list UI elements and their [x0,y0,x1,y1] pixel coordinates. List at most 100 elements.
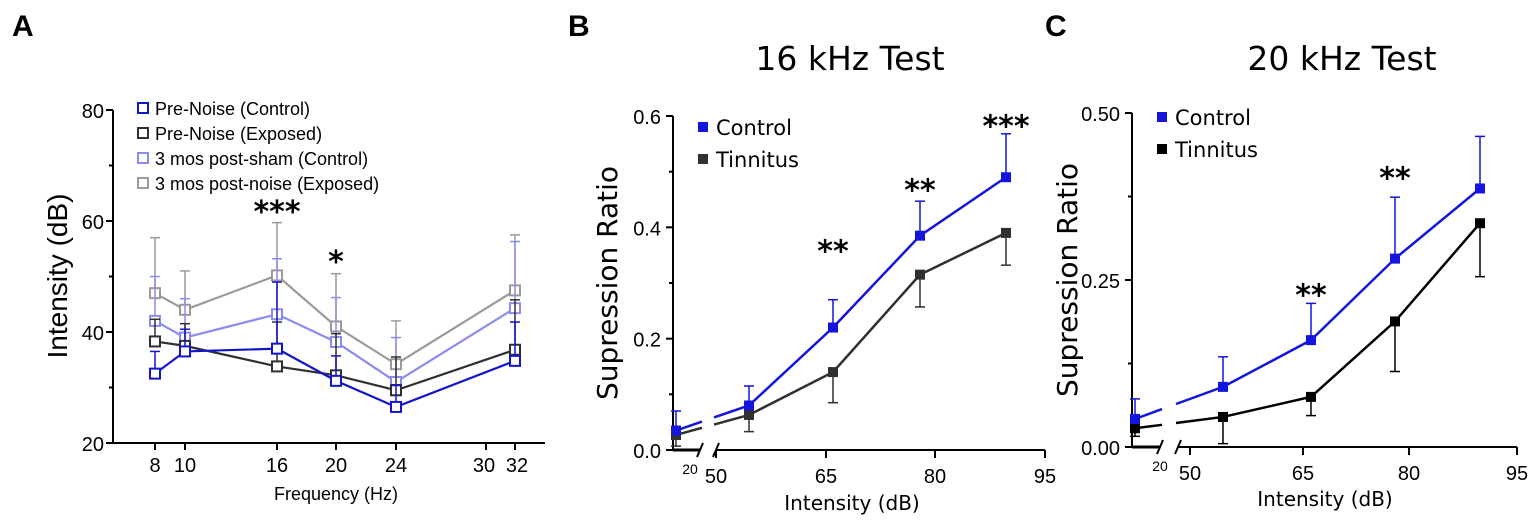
y-axis-label-b: Supression Ratio [591,166,624,400]
data-point-a [149,335,161,348]
significance-marker-c: ** [1379,161,1411,196]
series-line-c [1175,415,1224,425]
plot-panel-b: 0.00.20.40.620 50 65 80 95ControlTinnitus***… [633,107,1056,488]
x-tick-label-a: 30 [473,455,495,477]
data-point-a [509,354,521,367]
legend-label-c: Tinnitus [1174,138,1258,162]
significance-marker-c: ** [1295,278,1327,313]
x-tick-label-b: 20 [682,461,698,477]
legend-marker-c [1157,144,1167,154]
legend-label-b: Control [716,116,792,140]
legend-marker-a [137,152,149,164]
data-point-a [179,345,191,358]
panel-label-b: B [568,10,590,43]
y-tick-label-a: 40 [82,323,104,345]
series-line-c [1222,222,1481,419]
legend-label-b: Tinnitus [715,148,799,172]
y-tick-label-c: 0.25 [1081,271,1120,293]
x-tick-label-b: 65 [815,466,837,488]
x-tick-label-c: 95 [1506,463,1528,485]
data-point-a [271,342,283,355]
data-point-b [744,400,754,411]
panel-label-c: C [1045,10,1067,43]
significance-marker-a: *** [253,195,300,230]
x-tick-label-a: 10 [174,455,196,477]
x-axis-label-a: Frequency (Hz) [274,484,398,504]
series-line-b [713,413,750,426]
data-point-c [1306,335,1316,346]
plot-panel-c: 0.00 0.25 0.50 20 50 65 80 95 Control Tinnitus ** *… [1081,104,1528,485]
data-point-c [1130,423,1140,434]
series-line-b [713,404,750,419]
y-axis-label-a: Intensity (dB) [42,194,73,359]
data-point-b [671,425,681,436]
legend-marker-a [137,102,149,114]
data-point-c [1130,413,1140,424]
data-point-b [915,269,925,280]
plot-panel-a: 20 40 60 80 8 10 16 20 24 30 32 Pre-Noise (Control)… [82,99,545,477]
legend-label-a: 3 mos post-noise (Exposed) [155,174,379,194]
y-tick-label-b: 0.0 [633,441,661,463]
y-tick-label-b: 0.2 [633,330,661,352]
data-point-c [1475,218,1485,229]
y-axis-label-c: Supression Ratio [1051,163,1084,397]
x-tick-label-c: 80 [1398,463,1420,485]
x-tick-label-a: 32 [506,455,528,477]
data-point-a [271,360,283,373]
axis-break-mark-c [1156,439,1164,455]
y-tick-label-a: 20 [82,434,104,456]
x-tick-label-c: 50 [1179,463,1201,485]
data-point-c [1306,391,1316,402]
x-tick-label-c: 20 [1152,458,1168,474]
legend-marker-b [698,122,708,132]
data-point-b [915,230,925,241]
x-axis-label-c: Intensity (dB) [1257,487,1392,511]
significance-marker-b: ** [817,235,849,270]
x-tick-label-a: 24 [385,455,407,477]
data-point-c [1390,253,1400,264]
series-line-c [1175,385,1224,406]
significance-marker-a: * [328,245,344,280]
legend-marker-c [1157,112,1167,122]
x-tick-label-c: 65 [1292,463,1314,485]
data-point-a [390,400,402,413]
data-point-c [1218,411,1228,422]
panel-label-a: A [12,10,34,43]
axis-break-mark-b [696,442,704,458]
significance-marker-b: *** [982,109,1029,144]
x-axis-label-b: Intensity (dB) [784,491,919,515]
data-point-b [828,322,838,333]
legend-marker-a [137,127,149,139]
data-point-b [1001,227,1011,238]
significance-marker-b: ** [904,173,936,208]
y-tick-label-a: 60 [82,212,104,234]
chart-title-c: 20 kHz Test [1247,39,1436,78]
legend-marker-b [698,154,708,164]
data-point-b [828,367,838,378]
y-tick-label-a: 80 [82,101,104,123]
legend-marker-a [137,177,149,189]
data-point-a [149,367,161,380]
y-tick-label-b: 0.6 [633,107,661,129]
y-tick-label-c: 0.50 [1081,104,1120,126]
series-line-b [748,176,1007,407]
x-tick-label-a: 16 [266,455,288,477]
legend-label-a: Pre-Noise (Control) [155,99,310,119]
y-tick-label-b: 0.4 [633,218,661,240]
chart-title-b: 16 kHz Test [755,39,944,78]
data-point-b [744,409,754,420]
data-point-c [1218,381,1228,392]
legend-label-a: Pre-Noise (Exposed) [155,124,322,144]
x-tick-label-b: 95 [1034,466,1056,488]
x-tick-label-b: 80 [924,466,946,488]
data-point-c [1390,316,1400,327]
series-line-c [1222,187,1481,388]
data-point-c [1475,183,1485,194]
series-line-b [748,231,1007,417]
data-point-a [330,374,342,387]
x-tick-label-b: 50 [705,466,727,488]
x-tick-label-a: 8 [149,455,160,477]
y-tick-label-c: 0.00 [1081,438,1120,460]
x-tick-label-a: 20 [325,455,347,477]
